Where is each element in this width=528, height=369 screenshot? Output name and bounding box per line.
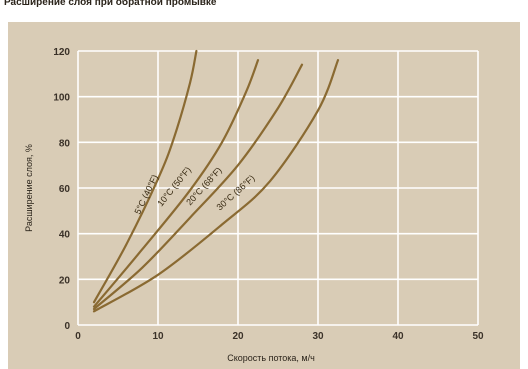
y-axis-label: Расширение слоя, % <box>24 144 34 232</box>
x-tick-label-3: 30 <box>312 331 324 342</box>
y-tick-label-3: 60 <box>59 184 71 195</box>
series-line-1 <box>92 59 260 308</box>
plot-area: 0 10 20 30 40 50 0 20 40 60 80 100 120 <box>53 47 484 342</box>
y-tick-label-6: 120 <box>53 47 70 58</box>
y-tick-label-0: 0 <box>64 321 70 332</box>
x-tick-label-5: 50 <box>472 331 484 342</box>
chart-title: Расширение слоя при обратной промывке <box>4 0 217 8</box>
y-tick-label-1: 20 <box>59 275 71 286</box>
x-tick-label-1: 10 <box>152 331 164 342</box>
curves-group <box>92 49 340 313</box>
y-tick-label-2: 40 <box>59 230 71 241</box>
x-tick-label-0: 0 <box>75 331 81 342</box>
x-tick-label-2: 20 <box>232 331 244 342</box>
series-line-0 <box>92 49 198 304</box>
y-tick-label-5: 100 <box>53 93 70 104</box>
x-tick-label-4: 40 <box>392 331 404 342</box>
series-line-2 <box>92 63 304 311</box>
x-axis-label: Скорость потока, м/ч <box>227 353 315 363</box>
series-line-3 <box>92 59 340 313</box>
y-tick-label-4: 80 <box>59 138 71 149</box>
